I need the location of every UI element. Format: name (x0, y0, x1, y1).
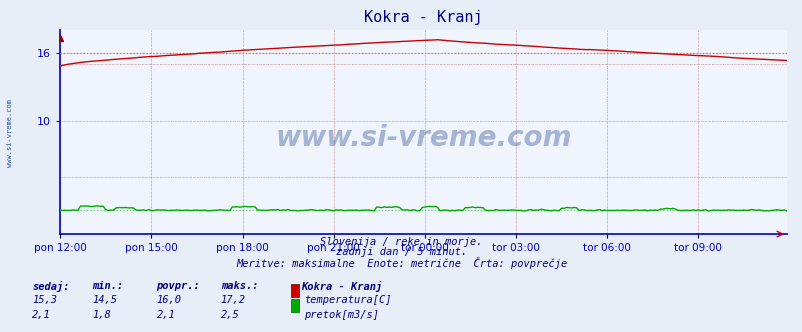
Text: 16,0: 16,0 (156, 295, 181, 305)
Text: 2,1: 2,1 (156, 310, 175, 320)
Text: 17,2: 17,2 (221, 295, 245, 305)
Text: pretok[m3/s]: pretok[m3/s] (303, 310, 378, 320)
Text: temperatura[C]: temperatura[C] (303, 295, 391, 305)
Text: sedaj:: sedaj: (32, 281, 70, 291)
Text: 1,8: 1,8 (92, 310, 111, 320)
Text: 2,1: 2,1 (32, 310, 51, 320)
Text: povpr.:: povpr.: (156, 281, 200, 290)
Text: Slovenija / reke in morje.: Slovenija / reke in morje. (320, 237, 482, 247)
Text: www.si-vreme.com: www.si-vreme.com (6, 99, 13, 167)
Text: zadnji dan / 5 minut.: zadnji dan / 5 minut. (335, 247, 467, 257)
Text: 14,5: 14,5 (92, 295, 117, 305)
Text: min.:: min.: (92, 281, 124, 290)
Text: 15,3: 15,3 (32, 295, 57, 305)
Title: Kokra - Kranj: Kokra - Kranj (364, 10, 482, 25)
Text: www.si-vreme.com: www.si-vreme.com (275, 124, 571, 152)
Text: Kokra - Kranj: Kokra - Kranj (301, 281, 382, 291)
Text: 2,5: 2,5 (221, 310, 239, 320)
Text: Meritve: maksimalne  Enote: metrične  Črta: povprečje: Meritve: maksimalne Enote: metrične Črta… (236, 257, 566, 269)
Text: maks.:: maks.: (221, 281, 258, 290)
